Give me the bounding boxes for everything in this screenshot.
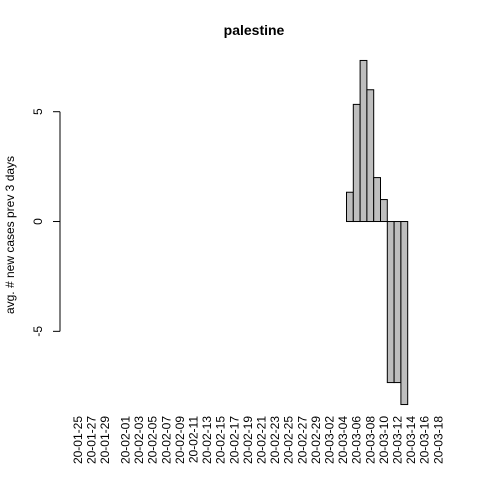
x-tick-label: 20-02-05 (146, 416, 160, 464)
x-tick-label: 20-02-17 (227, 416, 241, 464)
y-axis: -5 0 5 (31, 108, 61, 337)
bar-20-03-05 (346, 191, 354, 223)
x-tick-label: 20-01-29 (98, 416, 112, 464)
x-tick-label: 20-02-27 (295, 416, 309, 464)
x-tick-label: 20-01-25 (71, 416, 85, 464)
x-tick-label: 20-02-01 (119, 416, 133, 464)
x-tick-label: 20-02-07 (159, 416, 173, 464)
x-tick-label: 20-02-09 (173, 416, 187, 464)
y-tick-label: -5 (31, 326, 45, 337)
y-tick-label: 5 (31, 108, 45, 115)
x-tick-label: 20-03-18 (431, 416, 445, 464)
bar-20-03-11 (386, 221, 395, 384)
x-tick-label: 20-03-16 (418, 416, 432, 464)
x-tick-label: 20-02-13 (200, 416, 214, 464)
y-axis-label: avg. # new cases prev 3 days (3, 156, 17, 314)
x-tick-labels: 20-01-25 20-01-27 20-01-29 20-02-01 20-02-03… (71, 416, 445, 464)
x-tick-label: 20-03-14 (404, 416, 418, 464)
x-tick-label: 20-03-04 (336, 416, 350, 464)
x-tick-label: 20-03-10 (377, 416, 391, 464)
bar-20-03-10 (380, 199, 388, 223)
x-tick-label: 20-01-27 (85, 416, 99, 464)
x-tick-label: 20-02-19 (241, 416, 255, 464)
x-tick-label: 20-03-06 (350, 416, 364, 464)
x-tick-label: 20-02-03 (132, 416, 146, 464)
x-tick-label: 20-02-25 (282, 416, 296, 464)
x-tick-label: 20-03-02 (323, 416, 337, 464)
y-tick-label: 0 (31, 218, 45, 225)
bars (346, 59, 409, 406)
chart-title: palestine (224, 22, 285, 38)
x-tick-label: 20-02-29 (309, 416, 323, 464)
x-tick-label: 20-02-23 (268, 416, 282, 464)
bar-20-03-07 (359, 59, 368, 223)
bar-20-03-13 (400, 221, 409, 406)
bar-20-03-06 (352, 103, 361, 223)
x-tick-label: 20-03-12 (391, 416, 405, 464)
x-tick-label: 20-02-21 (255, 416, 269, 464)
x-tick-label: 20-02-11 (187, 416, 201, 463)
x-tick-label: 20-02-15 (214, 416, 228, 464)
bar-20-03-09 (373, 177, 382, 223)
bar-20-03-08 (366, 89, 375, 223)
bar-20-03-12 (393, 221, 402, 384)
x-tick-label: 20-03-08 (363, 416, 377, 464)
